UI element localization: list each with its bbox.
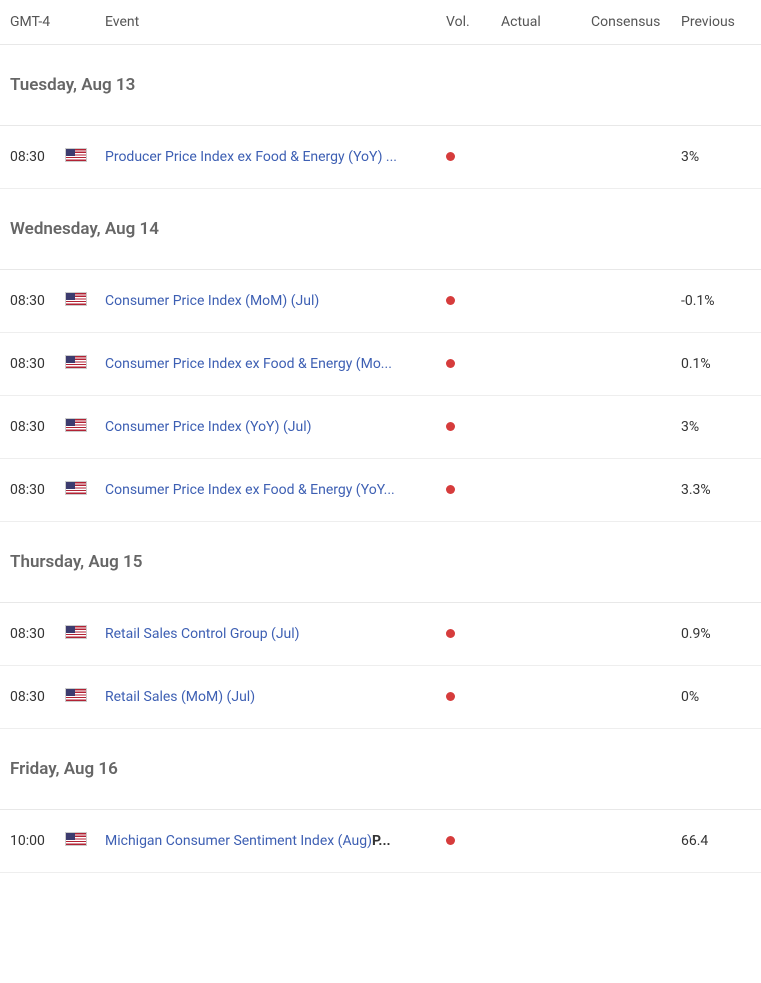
- event-vol: [446, 149, 501, 165]
- vol-dot-icon: [446, 359, 455, 368]
- header-actual: Actual: [501, 14, 591, 30]
- flag-us-icon: [65, 832, 87, 846]
- event-flag: [65, 355, 105, 373]
- event-previous: 3%: [681, 419, 751, 435]
- flag-us-icon: [65, 481, 87, 495]
- event-row[interactable]: 08:30 Consumer Price Index ex Food & Ener…: [0, 333, 761, 396]
- event-title[interactable]: Retail Sales (MoM) (Jul): [105, 689, 446, 705]
- header-consensus: Consensus: [591, 14, 681, 30]
- event-title[interactable]: Retail Sales Control Group (Jul): [105, 626, 446, 642]
- event-flag: [65, 292, 105, 310]
- vol-dot-icon: [446, 296, 455, 305]
- event-title[interactable]: Consumer Price Index ex Food & Energy (M…: [105, 356, 446, 372]
- event-vol: [446, 626, 501, 642]
- event-row[interactable]: 08:30 Consumer Price Index ex Food & Ener…: [0, 459, 761, 522]
- table-header-row: GMT-4 Event Vol. Actual Consensus Previo…: [0, 0, 761, 45]
- event-time: 08:30: [10, 689, 65, 705]
- day-header: Wednesday, Aug 14: [0, 189, 761, 270]
- event-time: 08:30: [10, 356, 65, 372]
- flag-us-icon: [65, 292, 87, 306]
- event-row[interactable]: 08:30 Producer Price Index ex Food & Ener…: [0, 126, 761, 189]
- event-flag: [65, 688, 105, 706]
- event-row[interactable]: 08:30 Consumer Price Index (MoM) (Jul) -0.…: [0, 270, 761, 333]
- event-flag: [65, 418, 105, 436]
- event-title-text: Retail Sales (MoM) (Jul): [105, 689, 255, 705]
- event-time: 08:30: [10, 149, 65, 165]
- event-previous: 0.1%: [681, 356, 751, 372]
- event-title-text: Retail Sales Control Group (Jul): [105, 626, 300, 642]
- days-container: Tuesday, Aug 13 08:30 Producer Price Index…: [0, 45, 761, 873]
- flag-us-icon: [65, 148, 87, 162]
- economic-calendar: GMT-4 Event Vol. Actual Consensus Previo…: [0, 0, 761, 873]
- event-vol: [446, 356, 501, 372]
- event-title-text: Consumer Price Index ex Food & Energy (Y…: [105, 482, 395, 498]
- event-title-suffix: P...: [372, 833, 391, 849]
- event-time: 08:30: [10, 482, 65, 498]
- event-previous: 3%: [681, 149, 751, 165]
- flag-us-icon: [65, 355, 87, 369]
- flag-us-icon: [65, 688, 87, 702]
- event-vol: [446, 689, 501, 705]
- vol-dot-icon: [446, 692, 455, 701]
- event-vol: [446, 833, 501, 849]
- event-row[interactable]: 10:00 Michigan Consumer Sentiment Index (…: [0, 810, 761, 873]
- event-flag: [65, 481, 105, 499]
- vol-dot-icon: [446, 836, 455, 845]
- event-previous: 0.9%: [681, 626, 751, 642]
- event-flag: [65, 625, 105, 643]
- event-row[interactable]: 08:30 Retail Sales (MoM) (Jul) 0%: [0, 666, 761, 729]
- event-time: 08:30: [10, 293, 65, 309]
- event-vol: [446, 293, 501, 309]
- event-title[interactable]: Consumer Price Index (YoY) (Jul): [105, 419, 446, 435]
- event-flag: [65, 832, 105, 850]
- header-vol: Vol.: [446, 14, 501, 30]
- vol-dot-icon: [446, 152, 455, 161]
- event-title[interactable]: Consumer Price Index ex Food & Energy (Y…: [105, 482, 446, 498]
- event-title[interactable]: Michigan Consumer Sentiment Index (Aug)P…: [105, 833, 446, 849]
- vol-dot-icon: [446, 485, 455, 494]
- event-title-text: Consumer Price Index (MoM) (Jul): [105, 293, 319, 309]
- vol-dot-icon: [446, 629, 455, 638]
- event-flag: [65, 148, 105, 166]
- event-previous: -0.1%: [681, 293, 751, 309]
- event-time: 08:30: [10, 419, 65, 435]
- event-previous: 3.3%: [681, 482, 751, 498]
- event-title[interactable]: Producer Price Index ex Food & Energy (Y…: [105, 149, 446, 165]
- vol-dot-icon: [446, 422, 455, 431]
- event-title-text: Michigan Consumer Sentiment Index (Aug): [105, 833, 372, 849]
- event-title-text: Consumer Price Index (YoY) (Jul): [105, 419, 311, 435]
- event-row[interactable]: 08:30 Retail Sales Control Group (Jul) 0.9…: [0, 603, 761, 666]
- event-time: 10:00: [10, 833, 65, 849]
- header-event: Event: [105, 14, 446, 30]
- flag-us-icon: [65, 418, 87, 432]
- event-title-text: Producer Price Index ex Food & Energy (Y…: [105, 149, 397, 165]
- event-vol: [446, 419, 501, 435]
- event-time: 08:30: [10, 626, 65, 642]
- day-header: Friday, Aug 16: [0, 729, 761, 810]
- event-previous: 66.4: [681, 833, 751, 849]
- day-header: Thursday, Aug 15: [0, 522, 761, 603]
- flag-us-icon: [65, 625, 87, 639]
- event-previous: 0%: [681, 689, 751, 705]
- event-vol: [446, 482, 501, 498]
- event-row[interactable]: 08:30 Consumer Price Index (YoY) (Jul) 3%: [0, 396, 761, 459]
- event-title-text: Consumer Price Index ex Food & Energy (M…: [105, 356, 392, 372]
- header-time: GMT-4: [10, 14, 65, 30]
- day-header: Tuesday, Aug 13: [0, 45, 761, 126]
- header-previous: Previous: [681, 14, 751, 30]
- event-title[interactable]: Consumer Price Index (MoM) (Jul): [105, 293, 446, 309]
